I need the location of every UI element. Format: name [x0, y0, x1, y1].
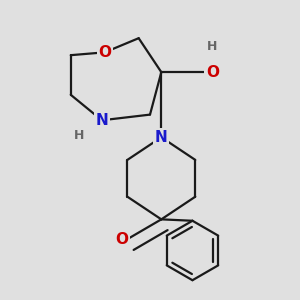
Text: H: H: [74, 129, 84, 142]
Text: O: O: [206, 65, 219, 80]
Text: N: N: [95, 113, 108, 128]
Text: O: O: [98, 45, 111, 60]
Text: N: N: [155, 130, 168, 145]
Text: H: H: [207, 40, 217, 53]
Text: O: O: [115, 232, 128, 247]
